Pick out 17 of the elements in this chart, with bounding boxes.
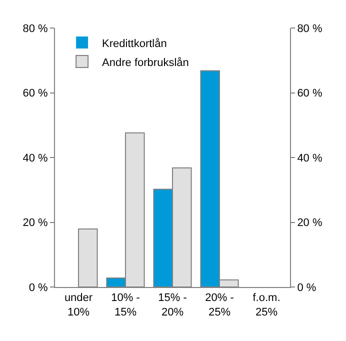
y2-tick-label: 80 % [297, 22, 322, 35]
legend-label: Kredittkortlån [102, 38, 167, 50]
x-tick-label: 20% - 25% [205, 292, 234, 318]
x-tick-label: f.o.m. 25% [252, 292, 280, 318]
y2-tick-label: 60 % [297, 88, 322, 100]
y2-tick-label: 40 % [297, 152, 322, 164]
y-tick-label: 40 % [22, 152, 48, 164]
y-tick-label: 0 % [28, 282, 48, 294]
y-tick-label: 60 % [22, 88, 48, 100]
x-tick-label: under 10% [64, 292, 93, 318]
y-tick-label: 80 % [22, 22, 48, 35]
y-tick-label: 20 % [22, 217, 48, 230]
x-tick-label: 15% - 20% [158, 292, 188, 318]
legend-label: Andre forbrukslån [102, 56, 189, 69]
y2-tick-label: 0 % [297, 282, 316, 294]
x-tick-label: 10% - 15% [111, 292, 140, 318]
y2-tick-label: 20 % [297, 217, 322, 230]
